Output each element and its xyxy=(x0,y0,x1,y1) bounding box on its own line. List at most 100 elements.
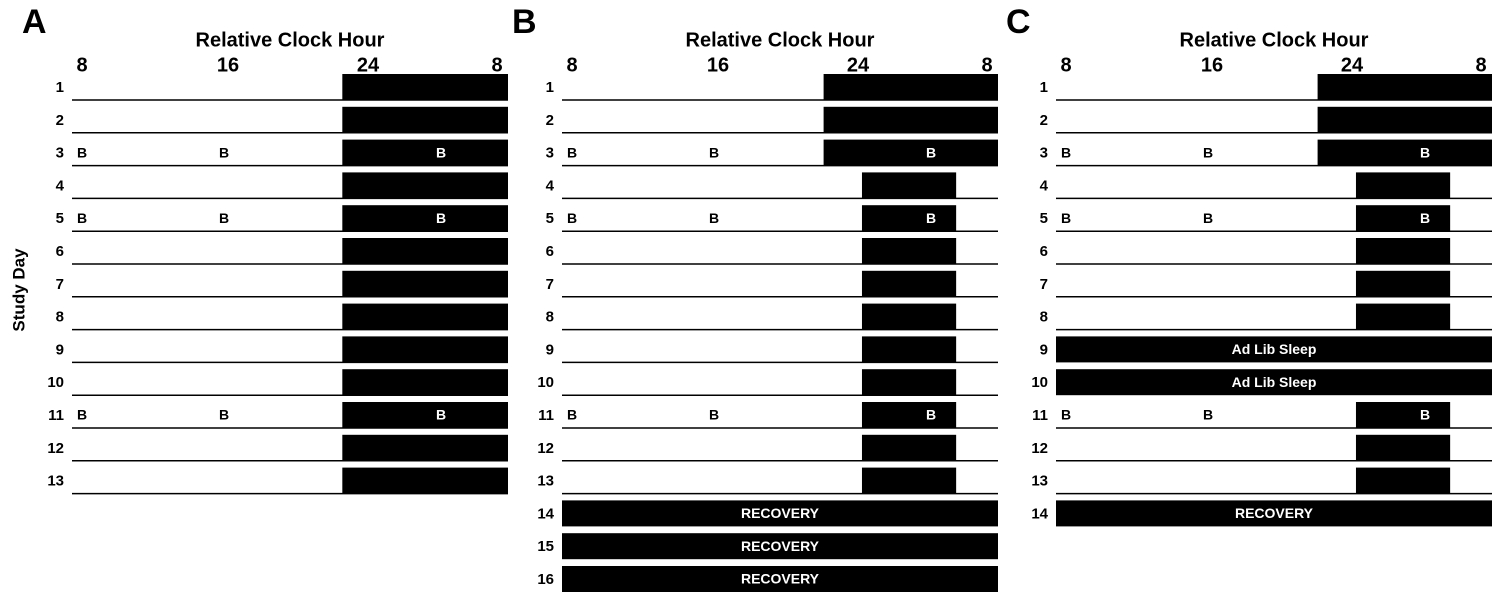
sleep-bar xyxy=(861,238,957,264)
sleep-bar xyxy=(342,205,508,232)
tick-label: 8 xyxy=(981,54,992,76)
tick-label: 8 xyxy=(566,54,577,76)
day-label: 11 xyxy=(1032,407,1048,424)
day-label: 9 xyxy=(56,341,64,358)
day-label: 10 xyxy=(1031,374,1048,391)
marker: B xyxy=(1420,210,1430,226)
marker: B xyxy=(219,144,229,160)
sleep-bar xyxy=(861,172,957,199)
sleep-bar xyxy=(342,74,508,100)
day-label: 7 xyxy=(1040,276,1048,293)
marker: B xyxy=(709,210,719,226)
day-label: 2 xyxy=(546,112,554,129)
marker: B xyxy=(219,407,229,423)
sleep-bar xyxy=(1355,434,1451,461)
day-label: 7 xyxy=(546,276,554,293)
sleep-bar xyxy=(861,369,957,396)
marker: B xyxy=(1420,144,1430,160)
day-label: 10 xyxy=(537,374,554,391)
sleep-bar xyxy=(861,205,957,232)
sleep-bar xyxy=(1355,270,1451,297)
panel-letter: A xyxy=(22,3,47,41)
day-label: 1 xyxy=(56,79,64,96)
day-label: 9 xyxy=(546,341,554,358)
tick-label: 8 xyxy=(1475,54,1486,76)
day-label: 3 xyxy=(1040,145,1048,162)
day-label: 2 xyxy=(56,112,64,129)
sleep-bar xyxy=(861,402,957,428)
bar-label: RECOVERY xyxy=(741,505,820,521)
day-label: 3 xyxy=(56,145,64,162)
tick-label: 24 xyxy=(847,54,870,76)
day-label: 12 xyxy=(47,440,64,457)
day-label: 5 xyxy=(546,210,554,227)
marker: B xyxy=(926,407,936,423)
sleep-bar xyxy=(342,106,508,133)
y-axis-label: Study Day xyxy=(9,248,28,332)
tick-label: 24 xyxy=(1341,54,1364,76)
day-label: 10 xyxy=(47,374,64,391)
tick-label: 16 xyxy=(1201,54,1223,76)
sleep-bar xyxy=(342,434,508,461)
marker: B xyxy=(926,144,936,160)
marker: B xyxy=(567,407,577,423)
marker: B xyxy=(436,210,446,226)
full-bar xyxy=(562,533,998,560)
tick-label: 16 xyxy=(707,54,729,76)
day-label: 1 xyxy=(1040,79,1048,96)
day-label: 13 xyxy=(537,473,554,490)
sleep-bar xyxy=(823,139,998,166)
sleep-bar xyxy=(1355,303,1451,330)
day-label: 7 xyxy=(56,276,64,293)
full-bar xyxy=(562,566,998,592)
sleep-bar xyxy=(342,270,508,297)
marker: B xyxy=(1203,144,1213,160)
sleep-bar xyxy=(823,106,998,133)
day-label: 8 xyxy=(56,309,64,326)
day-label: 6 xyxy=(546,243,554,260)
sleep-bar xyxy=(342,238,508,264)
marker: B xyxy=(77,210,87,226)
sleep-bar xyxy=(342,139,508,166)
sleep-bar xyxy=(861,336,957,363)
bar-label: Ad Lib Sleep xyxy=(1232,341,1317,357)
sleep-bar xyxy=(861,434,957,461)
marker: B xyxy=(219,210,229,226)
axis-title: Relative Clock Hour xyxy=(686,29,875,51)
sleep-bar xyxy=(1355,238,1451,264)
day-label: 9 xyxy=(1040,341,1048,358)
day-label: 13 xyxy=(1031,473,1048,490)
sleep-bar xyxy=(823,74,998,100)
tick-label: 8 xyxy=(491,54,502,76)
marker: B xyxy=(436,407,446,423)
marker: B xyxy=(709,144,719,160)
axis-title: Relative Clock Hour xyxy=(196,29,385,51)
full-bar xyxy=(1056,500,1492,527)
day-label: 5 xyxy=(1040,210,1048,227)
day-label: 14 xyxy=(537,505,554,522)
day-label: 1 xyxy=(546,79,554,96)
marker: B xyxy=(436,144,446,160)
sleep-bar xyxy=(1355,402,1451,428)
marker: B xyxy=(77,407,87,423)
full-bar xyxy=(1056,369,1492,396)
sleep-bar xyxy=(342,369,508,396)
marker: B xyxy=(567,210,577,226)
day-label: 8 xyxy=(1040,309,1048,326)
day-label: 14 xyxy=(1031,505,1048,522)
day-label: 13 xyxy=(47,473,64,490)
day-label: 12 xyxy=(537,440,554,457)
sleep-bar xyxy=(861,270,957,297)
day-label: 4 xyxy=(56,177,65,194)
bar-label: RECOVERY xyxy=(741,571,820,587)
full-bar xyxy=(1056,336,1492,363)
day-label: 15 xyxy=(537,538,554,555)
day-label: 6 xyxy=(56,243,64,260)
tick-label: 24 xyxy=(357,54,380,76)
panel-letter: B xyxy=(512,3,537,41)
full-bar xyxy=(562,500,998,527)
bar-label: Ad Lib Sleep xyxy=(1232,374,1317,390)
marker: B xyxy=(1061,210,1071,226)
marker: B xyxy=(709,407,719,423)
